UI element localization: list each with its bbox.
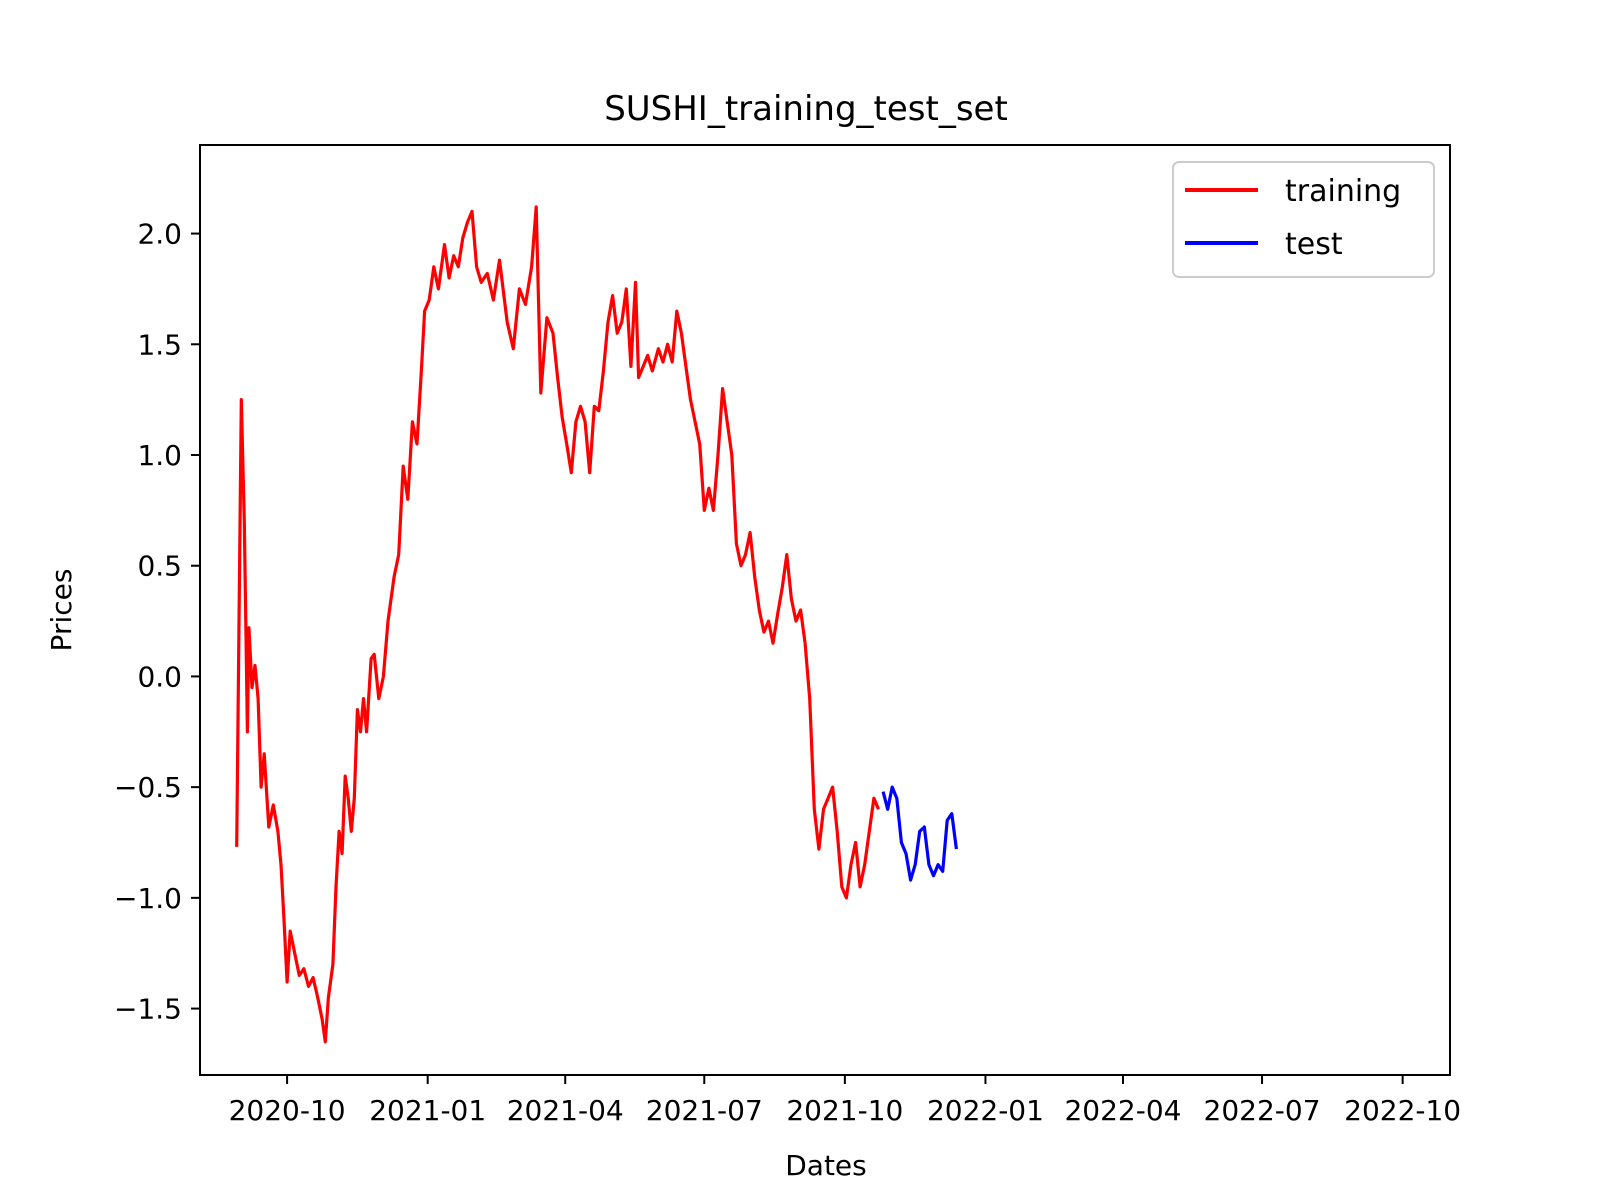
x-tick-label: 2021-01 <box>369 1094 486 1127</box>
y-tick-label: 2.0 <box>137 218 182 251</box>
legend-label-training: training <box>1285 174 1401 209</box>
y-tick-label: −1.0 <box>114 882 182 915</box>
series-line-training <box>235 205 880 1044</box>
plot-area <box>199 144 1451 1076</box>
y-tick-label: −1.5 <box>114 993 182 1026</box>
legend: training test <box>1172 161 1435 278</box>
x-tick-label: 2021-10 <box>786 1094 903 1127</box>
x-tick-label: 2020-10 <box>229 1094 346 1127</box>
x-tick-label: 2022-10 <box>1344 1094 1461 1127</box>
x-axis: 2020-10 2021-01 2021-04 2021-07 2021-10 2022-… <box>229 1075 1461 1127</box>
series-layer <box>235 205 958 1044</box>
legend-label-test: test <box>1285 227 1343 262</box>
y-tick-label: 1.5 <box>137 328 182 361</box>
x-tick-label: 2022-07 <box>1204 1094 1321 1127</box>
y-axis: −1.5 −1.0 −0.5 0.0 0.5 1.0 1.5 2.0 <box>114 218 200 1026</box>
x-tick-label: 2022-01 <box>927 1094 1044 1127</box>
y-tick-label: 1.0 <box>137 439 182 472</box>
axes-frame <box>199 144 1451 1076</box>
y-tick-label: −0.5 <box>114 771 182 804</box>
series-line-test <box>881 785 958 882</box>
y-axis-title: Prices <box>45 569 78 652</box>
x-axis-title: Dates <box>785 1149 867 1182</box>
y-tick-label: 0.5 <box>137 550 182 583</box>
x-tick-label: 2021-04 <box>507 1094 624 1127</box>
y-tick-label: 0.0 <box>137 660 182 693</box>
x-tick-label: 2022-04 <box>1064 1094 1181 1127</box>
x-tick-label: 2021-07 <box>646 1094 763 1127</box>
chart-title: SUSHI_training_test_set <box>604 89 1008 129</box>
